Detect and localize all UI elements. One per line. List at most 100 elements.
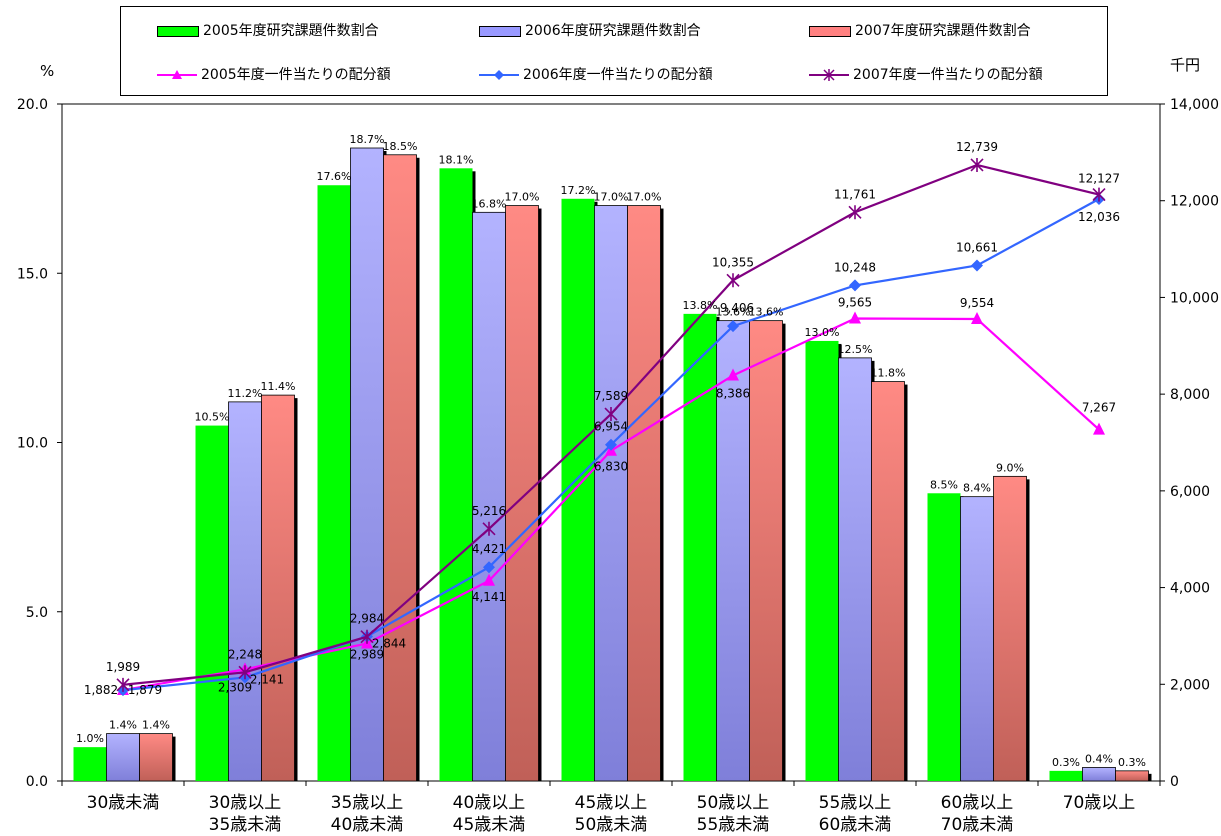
bar-2005-6 [805,340,839,781]
marker-2007-6 [848,205,862,220]
line-label-2007-1: 2,248 [228,647,262,661]
bar-label-2007-4: 17.0% [627,191,662,204]
legend-swatch-bar2006 [479,25,521,37]
legend-item-line2006: 2006年度一件当たりの配分額 [479,64,713,84]
legend-label-bar2007: 2007年度研究課題件数割合 [855,23,1031,39]
left-tick-label: 0.0 [26,774,48,790]
bar-label-2007-5: 13.6% [749,306,784,319]
marker-2007-1 [238,665,252,680]
line-label-2006-7: 10,661 [956,240,998,254]
x-category-line: 35歳未満 [208,815,282,835]
bar-label-2005-8: 0.3% [1052,756,1080,769]
x-category-line: 70歳未満 [940,815,1014,835]
line-label-2007-0: 1,989 [106,660,140,674]
line-label-2005-1: 2,309 [218,680,252,694]
marker-2006-6 [849,279,861,292]
bar-label-2007-8: 0.3% [1118,756,1146,769]
bar-2005-8 [1049,770,1083,781]
bar-2006-5 [716,320,750,782]
line-label-2005-5: 8,386 [716,386,750,400]
line-label-2005-3: 4,141 [472,590,506,604]
bar-label-2006-1: 11.2% [228,387,263,400]
marker-2005-3 [483,573,495,586]
x-category-label: 60歳以上 70歳未満 [922,792,1032,836]
bar-2006-3 [472,211,506,782]
line-label-2005-4: 6,830 [594,460,628,474]
marker-2006-7 [971,259,983,272]
x-category-line: 60歳以上 [940,793,1014,813]
bar-2006-7 [960,496,994,782]
bar-2007-3 [505,205,539,782]
bar-label-2005-4: 17.2% [561,184,596,197]
x-category-line: 50歳以上 [696,793,770,813]
right-tick-label: 0 [1170,774,1179,790]
right-tick-label: 6,000 [1170,484,1210,500]
bar-label-2005-7: 8.5% [930,478,958,491]
bar-2007-4 [627,205,661,782]
bar-label-2005-1: 10.5% [195,411,230,424]
x-category-line: 45歳未満 [452,815,526,835]
x-category-line: 45歳以上 [574,793,648,813]
marker-2005-7 [971,311,983,324]
line-label-2005-0: 1,882 [84,683,118,697]
legend-marker-line2006 [479,70,519,80]
bar-label-2006-4: 17.0% [594,191,629,204]
marker-2006-4 [605,438,617,451]
x-category-line: 50歳未満 [574,815,648,835]
right-tick-label: 10,000 [1170,290,1219,306]
x-category-line: 30歳未満 [86,793,160,813]
bar-label-2006-0: 1.4% [109,719,137,732]
bar-2005-0 [73,747,107,781]
bar-2007-1 [261,394,295,782]
marker-2007-3 [482,521,496,536]
line-label-2007-3: 5,216 [472,504,506,518]
line-label-2007-2: 2,984 [350,612,384,626]
left-tick-label: 20.0 [17,97,48,113]
x-category-label: 45歳以上 50歳未満 [556,792,666,836]
x-category-line: 70歳以上 [1062,793,1136,813]
legend: 2005年度研究課題件数割合 2006年度研究課題件数割合 2007年度研究課題… [120,6,1108,96]
marker-2005-8 [1093,422,1105,435]
bar-label-2006-7: 8.4% [963,482,991,495]
x-category-line: 30歳以上 [208,793,282,813]
x-category-label: 30歳以上 35歳未満 [190,792,300,836]
bar-2005-1 [195,425,229,781]
right-tick-label: 2,000 [1170,677,1210,693]
bar-label-2007-1: 11.4% [261,380,296,393]
x-category-label: 70歳以上 [1044,792,1154,814]
bar-2007-0 [139,733,173,782]
bar-label-2005-0: 1.0% [76,732,104,745]
x-category-line: 35歳以上 [330,793,404,813]
legend-swatch-bar2007 [809,25,851,37]
line-label-2005-6: 9,565 [838,295,872,309]
bar-label-2007-7: 9.0% [996,461,1024,474]
legend-label-bar2006: 2006年度研究課題件数割合 [525,23,701,39]
marker-2007-0 [116,677,130,692]
left-axis-unit: % [40,62,55,80]
bar-label-2006-3: 16.8% [472,197,507,210]
line-label-2007-5: 10,355 [712,255,754,269]
legend-label-line2007: 2007年度一件当たりの配分額 [853,67,1043,83]
marker-2007-7 [970,157,984,172]
line-label-2005-2: 2,844 [372,636,406,650]
bar-label-2005-6: 13.0% [805,326,840,339]
right-tick-label: 4,000 [1170,581,1210,597]
marker-2005-6 [849,311,861,324]
left-tick-label: 15.0 [17,266,48,282]
bar-label-2006-8: 0.4% [1085,752,1113,765]
x-category-line: 60歳未満 [818,815,892,835]
x-category-label: 30歳未満 [68,792,178,814]
legend-label-line2006: 2006年度一件当たりの配分額 [523,67,713,83]
right-axis-unit: 千円 [1170,56,1201,74]
bar-label-2007-3: 17.0% [505,191,540,204]
bar-2007-5 [749,320,783,782]
legend-item-line2007: 2007年度一件当たりの配分額 [809,64,1043,84]
bar-label-2006-6: 12.5% [838,343,873,356]
line-label-2006-6: 10,248 [834,260,876,274]
bar-2006-2 [350,147,384,782]
right-tick-label: 8,000 [1170,387,1210,403]
legend-label-bar2005: 2005年度研究課題件数割合 [203,23,379,39]
marker-2007-4 [604,407,618,422]
bar-2006-8 [1082,767,1116,782]
